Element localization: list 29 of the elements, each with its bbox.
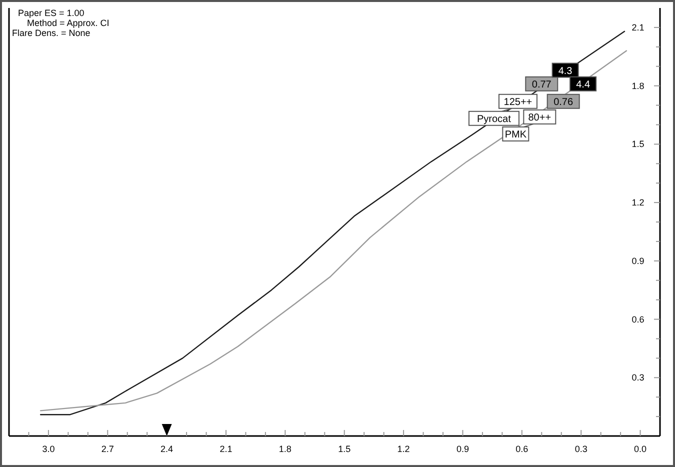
x-tick-label: 0.9 — [456, 444, 469, 454]
y-tick-label: 1.8 — [632, 80, 644, 91]
y-tick-label: 0.9 — [632, 256, 644, 266]
x-tick-label: 1.2 — [397, 444, 410, 454]
x-tick-label: 0.0 — [634, 444, 647, 454]
y-tick-label: 0.6 — [632, 314, 644, 324]
annotation: 80++ — [528, 112, 552, 124]
series-label: PMK — [504, 129, 527, 140]
x-tick-label: 1.5 — [338, 444, 351, 454]
y-tick-label: 1.5 — [632, 139, 644, 150]
x-tick-label: 2.1 — [220, 444, 232, 454]
annotation: 4.4 — [576, 79, 590, 90]
annotation: Method = Approx. CI — [27, 18, 110, 28]
annotation: 4.3 — [558, 66, 573, 77]
annotation: Paper ES = 1.00 — [18, 8, 84, 18]
annotation: Flare Dens. = None — [12, 28, 90, 38]
series-label: Pyrocat — [477, 114, 512, 125]
annotation: 125++ — [504, 96, 532, 108]
y-tick-label: 1.2 — [632, 198, 644, 208]
x-tick-label: 0.6 — [516, 444, 528, 454]
y-tick-label: 2.1 — [632, 22, 644, 32]
annotation: 0.77 — [532, 79, 552, 90]
y-tick-label: 0.3 — [632, 372, 644, 383]
x-tick-label: 3.0 — [42, 444, 55, 454]
x-tick-label: 1.8 — [278, 444, 292, 454]
annotation: 0.76 — [554, 96, 574, 108]
x-tick-label: 2.4 — [160, 444, 174, 454]
x-tick-label: 2.7 — [101, 444, 114, 454]
x-tick-label: 0.3 — [574, 444, 588, 454]
